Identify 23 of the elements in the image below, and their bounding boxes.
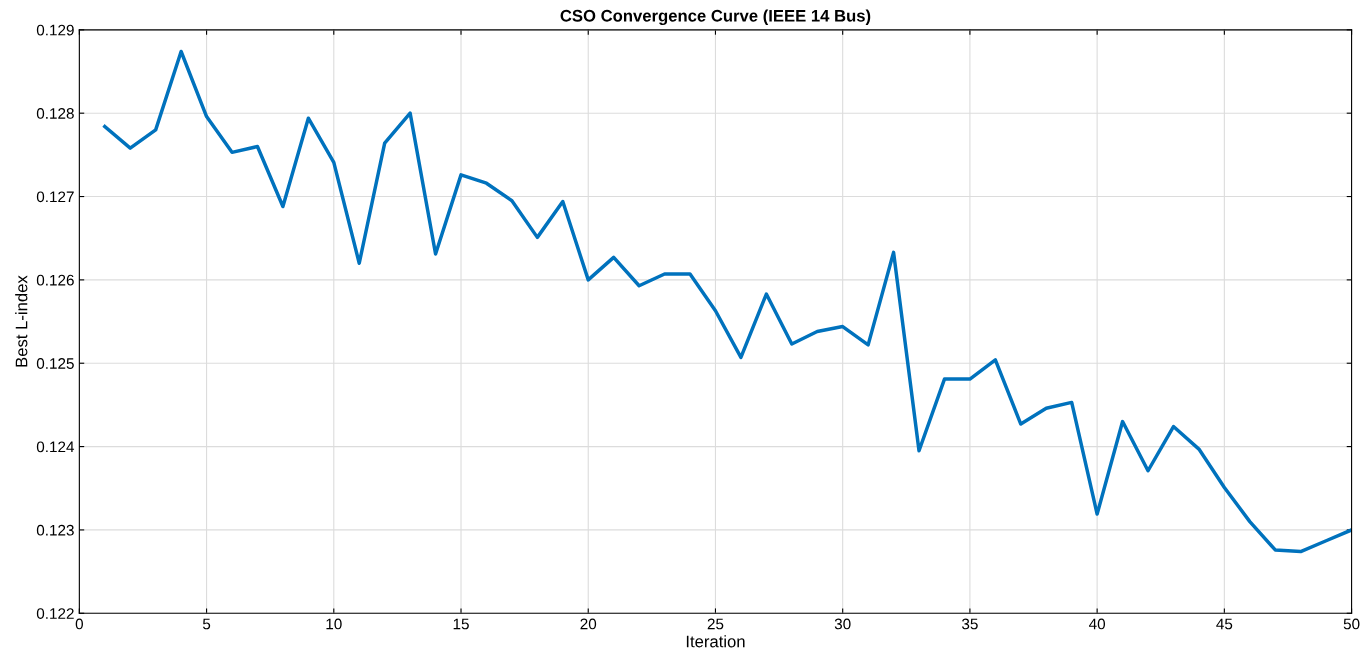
x-tick-label: 5 (202, 618, 211, 630)
y-tick-label: 0.122 (36, 608, 74, 619)
x-tick-label: 10 (326, 618, 342, 630)
x-tick-label: 20 (580, 618, 597, 630)
y-tick-label: 0.123 (36, 524, 74, 536)
y-tick-label: 0.129 (36, 24, 74, 36)
x-tick-label: 35 (962, 618, 978, 630)
x-tick-label: 45 (1216, 618, 1233, 630)
y-tick-label: 0.125 (36, 358, 74, 369)
y-tick-label: 0.128 (36, 108, 74, 119)
x-tick-label: 0 (75, 618, 83, 630)
y-axis-title: Best L-index (15, 275, 28, 367)
x-tick-label: 25 (707, 618, 724, 630)
x-tick-label: 50 (1343, 618, 1360, 630)
x-axis-title: Iteration (686, 635, 745, 648)
x-tick-label: 40 (1088, 618, 1106, 630)
chart-title: CSO Convergence Curve (IEEE 14 Bus) (560, 9, 871, 26)
x-tick-label: 30 (834, 618, 851, 630)
y-tick-label: 0.126 (36, 274, 74, 286)
y-tick-label: 0.124 (36, 441, 75, 453)
line-series (103, 49, 1352, 554)
x-tick-label: 15 (453, 618, 469, 630)
y-tick-label: 0.127 (36, 191, 74, 203)
